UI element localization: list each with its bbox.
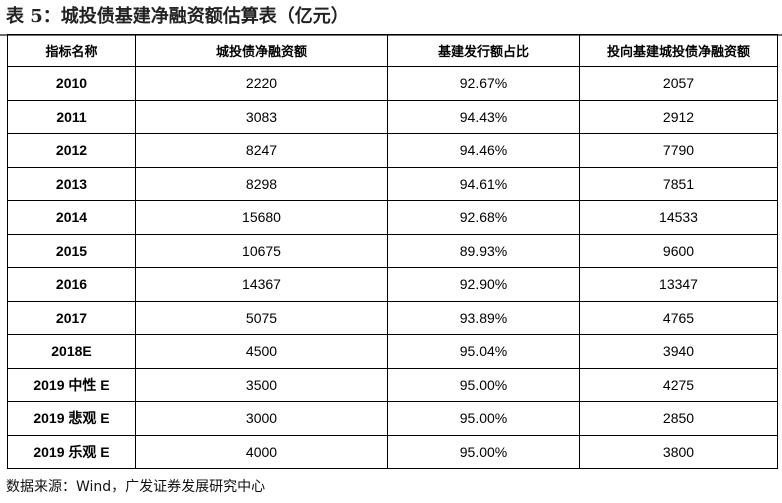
table-row: 2016 14367 92.90% 13347 xyxy=(7,267,778,302)
row-label: 2016 xyxy=(7,267,136,302)
row-label: 2017 xyxy=(7,300,136,335)
cell-net-financing: 4500 xyxy=(135,334,388,369)
cell-net-financing: 2220 xyxy=(135,66,388,101)
table-row: 2014 15680 92.68% 14533 xyxy=(7,200,778,235)
cell-infra-share: 94.61% xyxy=(387,166,580,201)
cell-infra-net-financing: 14533 xyxy=(579,200,778,235)
row-label: 2019 乐观 E xyxy=(7,434,136,469)
cell-infra-share: 92.68% xyxy=(387,200,580,235)
cell-infra-net-financing: 13347 xyxy=(579,267,778,302)
cell-net-financing: 3083 xyxy=(135,99,388,134)
cell-infra-net-financing: 2057 xyxy=(579,66,778,101)
cell-net-financing: 15680 xyxy=(135,200,388,235)
cell-infra-share: 95.00% xyxy=(387,367,580,402)
table-row: 2015 10675 89.93% 9600 xyxy=(7,233,778,268)
cell-infra-share: 92.90% xyxy=(387,267,580,302)
cell-infra-net-financing: 3800 xyxy=(579,434,778,469)
cell-infra-share: 93.89% xyxy=(387,300,580,335)
cell-infra-net-financing: 4275 xyxy=(579,367,778,402)
table-row: 2019 中性 E 3500 95.00% 4275 xyxy=(7,367,778,402)
cell-net-financing: 3000 xyxy=(135,401,388,436)
table-row: 2017 5075 93.89% 4765 xyxy=(7,300,778,335)
header-indicator: 指标名称 xyxy=(7,34,136,67)
row-label: 2011 xyxy=(7,99,136,134)
cell-infra-share: 89.93% xyxy=(387,233,580,268)
cell-net-financing: 3500 xyxy=(135,367,388,402)
cell-net-financing: 8298 xyxy=(135,166,388,201)
row-label: 2013 xyxy=(7,166,136,201)
cell-infra-net-financing: 7851 xyxy=(579,166,778,201)
row-label: 2012 xyxy=(7,133,136,168)
estimate-table: 指标名称 城投债净融资额 基建发行额占比 投向基建城投债净融资额 2010 22… xyxy=(7,34,778,469)
cell-infra-share: 95.00% xyxy=(387,434,580,469)
row-label: 2015 xyxy=(7,233,136,268)
cell-infra-net-financing: 2850 xyxy=(579,401,778,436)
table-row: 2013 8298 94.61% 7851 xyxy=(7,166,778,201)
table-row: 2012 8247 94.46% 7790 xyxy=(7,133,778,168)
table-row: 2019 悲观 E 3000 95.00% 2850 xyxy=(7,401,778,436)
row-label: 2019 悲观 E xyxy=(7,401,136,436)
cell-infra-share: 95.04% xyxy=(387,334,580,369)
table-row: 2010 2220 92.67% 2057 xyxy=(7,66,778,101)
table-row: 2018E 4500 95.04% 3940 xyxy=(7,334,778,369)
cell-net-financing: 5075 xyxy=(135,300,388,335)
cell-net-financing: 8247 xyxy=(135,133,388,168)
cell-infra-net-financing: 7790 xyxy=(579,133,778,168)
cell-net-financing: 10675 xyxy=(135,233,388,268)
cell-net-financing: 14367 xyxy=(135,267,388,302)
row-label: 2018E xyxy=(7,334,136,369)
cell-infra-net-financing: 4765 xyxy=(579,300,778,335)
row-label: 2019 中性 E xyxy=(7,367,136,402)
cell-net-financing: 4000 xyxy=(135,434,388,469)
table-title: 表 5：城投债基建净融资额估算表（亿元） xyxy=(6,6,349,27)
cell-infra-share: 94.43% xyxy=(387,99,580,134)
table-row: 2019 乐观 E 4000 95.00% 3800 xyxy=(7,434,778,469)
table-row: 2011 3083 94.43% 2912 xyxy=(7,99,778,134)
cell-infra-share: 94.46% xyxy=(387,133,580,168)
row-label: 2014 xyxy=(7,200,136,235)
cell-infra-net-financing: 9600 xyxy=(579,233,778,268)
cell-infra-share: 92.67% xyxy=(387,66,580,101)
cell-infra-net-financing: 2912 xyxy=(579,99,778,134)
row-label: 2010 xyxy=(7,66,136,101)
header-infra-share: 基建发行额占比 xyxy=(387,34,580,67)
cell-infra-net-financing: 3940 xyxy=(579,334,778,369)
source-note: 数据来源：Wind，广发证券发展研究中心 xyxy=(6,479,266,495)
header-net-financing: 城投债净融资额 xyxy=(135,34,388,67)
table-header-row: 指标名称 城投债净融资额 基建发行额占比 投向基建城投债净融资额 xyxy=(7,34,778,67)
header-infra-net-financing: 投向基建城投债净融资额 xyxy=(579,34,778,67)
cell-infra-share: 95.00% xyxy=(387,401,580,436)
